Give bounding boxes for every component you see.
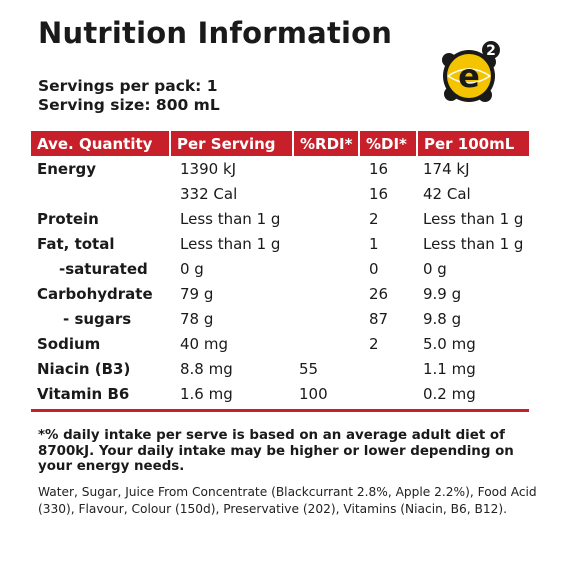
di-value: 1	[369, 234, 379, 253]
table-row: Niacin (B3) 8.8 mg 55 1.1 mg	[31, 356, 529, 381]
row-label	[31, 181, 170, 206]
di-value: 2	[369, 209, 379, 228]
daily-intake-footnote: *% daily intake per serve is based on an…	[38, 428, 514, 474]
di-value: 16	[369, 184, 389, 203]
rdi-value	[293, 256, 359, 281]
di-value	[359, 381, 417, 406]
rdi-value	[293, 156, 359, 181]
rdi-value: 55	[299, 359, 319, 378]
table-row: 332 Cal 16 42 Cal	[31, 181, 529, 206]
per-serving-value: 332 Cal	[180, 184, 238, 203]
per-serving-value: 0 g	[180, 259, 204, 278]
row-label: Carbohydrate	[37, 284, 153, 303]
row-label: Protein	[37, 209, 99, 228]
nutrition-table: Ave. Quantity Per Serving %RDI* %DI* Per…	[31, 131, 529, 406]
per-100ml-value: 42 Cal	[423, 184, 471, 203]
page-title: Nutrition Information	[38, 16, 393, 50]
table-row: Sodium 40 mg 2 5.0 mg	[31, 331, 529, 356]
di-value: 16	[369, 159, 389, 178]
di-value: 26	[369, 284, 389, 303]
rdi-value	[293, 281, 359, 306]
table-row: Fat, total Less than 1 g 1 Less than 1 g	[31, 231, 529, 256]
row-label: -saturated	[59, 259, 148, 278]
per-100ml-value: 5.0 mg	[423, 334, 476, 353]
per-100ml-value: 0 g	[423, 259, 447, 278]
per-serving-value: 79 g	[180, 284, 214, 303]
header-per-100ml: Per 100mL	[417, 131, 529, 156]
rdi-value	[293, 181, 359, 206]
per-100ml-value: Less than 1 g	[423, 234, 524, 253]
e2-logo-icon: e 2	[442, 41, 500, 102]
per-serving-value: 40 mg	[180, 334, 228, 353]
per-serving-value: 78 g	[180, 309, 214, 328]
per-serving-value: 1.6 mg	[180, 384, 233, 403]
header-di: %DI*	[359, 131, 418, 156]
di-value: 0	[369, 259, 379, 278]
row-label: - sugars	[63, 309, 132, 328]
table-row: Carbohydrate 79 g 26 9.9 g	[31, 281, 529, 306]
table-row: - sugars 78 g 87 9.8 g	[31, 306, 529, 331]
table-row: -saturated 0 g 0 0 g	[31, 256, 529, 281]
row-label: Niacin (B3)	[37, 359, 131, 378]
rdi-value: 100	[299, 384, 328, 403]
per-100ml-value: 9.9 g	[423, 284, 462, 303]
per-serving-value: 1390 kJ	[180, 159, 237, 178]
di-value: 2	[369, 334, 379, 353]
table-row: Protein Less than 1 g 2 Less than 1 g	[31, 206, 529, 231]
header-per-serving: Per Serving	[170, 131, 294, 156]
header-rdi: %RDI*	[293, 131, 360, 156]
di-value: 87	[369, 309, 389, 328]
per-100ml-value: 0.2 mg	[423, 384, 476, 403]
logo-letter: e	[458, 57, 480, 95]
per-100ml-value: Less than 1 g	[423, 209, 524, 228]
table-row: Energy 1390 kJ 16 174 kJ	[31, 156, 529, 181]
row-label: Fat, total	[37, 234, 115, 253]
servings-per-pack: Servings per pack: 1	[38, 77, 218, 95]
per-100ml-value: 174 kJ	[423, 159, 470, 178]
per-serving-value: Less than 1 g	[180, 234, 281, 253]
rdi-value	[293, 331, 359, 356]
row-label: Sodium	[37, 334, 101, 353]
logo-superscript: 2	[486, 43, 496, 59]
serving-size: Serving size: 800 mL	[38, 96, 220, 114]
header-ave-quantity: Ave. Quantity	[31, 131, 171, 156]
table-row: Vitamin B6 1.6 mg 100 0.2 mg	[31, 381, 529, 406]
table-header-row: Ave. Quantity Per Serving %RDI* %DI* Per…	[31, 131, 529, 156]
row-label: Vitamin B6	[37, 384, 130, 403]
ingredients-list: Water, Sugar, Juice From Concentrate (Bl…	[38, 485, 537, 516]
di-value	[359, 356, 417, 381]
rdi-value	[293, 306, 359, 331]
rdi-value	[293, 206, 359, 231]
table-bottom-divider	[31, 409, 529, 412]
row-label: Energy	[37, 159, 97, 178]
per-100ml-value: 1.1 mg	[423, 359, 476, 378]
rdi-value	[293, 231, 359, 256]
per-serving-value: 8.8 mg	[180, 359, 233, 378]
per-serving-value: Less than 1 g	[180, 209, 281, 228]
per-100ml-value: 9.8 g	[423, 309, 462, 328]
